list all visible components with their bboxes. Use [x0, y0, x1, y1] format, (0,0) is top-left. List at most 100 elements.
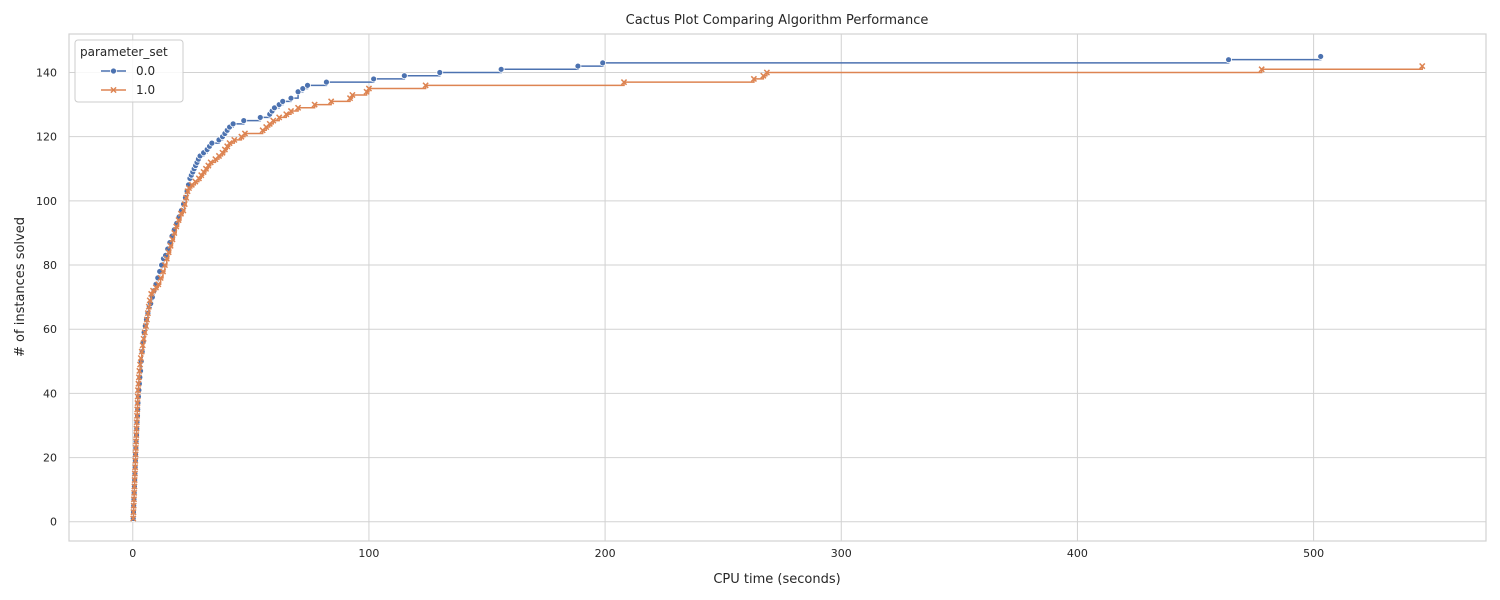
data-point — [299, 85, 307, 92]
data-point — [294, 88, 302, 96]
data-point — [130, 502, 137, 509]
data-point — [283, 111, 290, 118]
data-point — [1419, 62, 1426, 70]
data-point — [181, 200, 188, 208]
data-point — [133, 412, 141, 419]
data-point — [134, 406, 141, 413]
data-point — [134, 399, 141, 407]
legend-label: 0.0 — [136, 64, 155, 78]
y-tick-label: 0 — [50, 516, 57, 529]
data-point — [140, 335, 147, 342]
tick-labels: 0 100 200 300 400 500 0 20 40 60 80 100 120 140 — [36, 67, 1324, 560]
data-point — [208, 139, 216, 147]
data-point — [422, 82, 429, 89]
data-point — [1258, 66, 1265, 73]
y-tick-label: 60 — [43, 323, 57, 336]
data-point — [132, 457, 139, 464]
data-point — [256, 114, 264, 121]
data-point — [138, 348, 145, 355]
data-point — [144, 310, 152, 317]
data-point — [155, 281, 162, 288]
data-point — [131, 464, 139, 471]
data-point — [142, 322, 150, 330]
data-point — [146, 297, 153, 304]
data-point — [131, 489, 138, 496]
data-point — [145, 303, 152, 310]
data-point — [287, 107, 295, 115]
x-tick-label: 100 — [358, 547, 379, 560]
data-point — [132, 451, 139, 458]
data-point — [1317, 53, 1325, 60]
data-point — [287, 94, 295, 102]
legend-box — [74, 39, 184, 103]
data-point — [365, 85, 373, 92]
series-blue — [129, 53, 1325, 522]
legend-label: 1.0 — [136, 83, 155, 97]
x-tick-label: 300 — [831, 547, 852, 560]
data-point — [276, 114, 283, 121]
data-point — [131, 483, 138, 490]
data-point — [130, 508, 137, 516]
data-point — [271, 104, 278, 112]
data-point — [131, 470, 139, 477]
data-point — [1225, 56, 1232, 64]
data-point — [133, 425, 140, 432]
legend-entry: 1.0 — [101, 83, 155, 97]
legend-entry: 0.0 — [101, 64, 155, 78]
data-point — [167, 242, 174, 249]
legend-title: parameter_set — [80, 45, 168, 59]
data-point — [132, 438, 140, 445]
data-point — [763, 69, 771, 76]
data-point — [163, 255, 170, 262]
data-point — [133, 419, 140, 426]
data-point — [231, 136, 238, 144]
data-point — [131, 476, 138, 484]
grid — [69, 34, 1486, 541]
data-point — [400, 72, 408, 80]
y-tick-label: 100 — [36, 195, 57, 208]
y-tick-label: 140 — [36, 67, 57, 80]
legend: parameter_set 0.01.0 — [74, 39, 184, 103]
x-tick-label: 200 — [595, 547, 616, 560]
chart-title: Cactus Plot Comparing Algorithm Performa… — [626, 13, 929, 28]
data-point — [135, 374, 143, 381]
legend-marker — [110, 67, 117, 75]
y-axis-label: # of instances solved — [13, 217, 28, 357]
data-point — [574, 62, 582, 70]
data-point — [279, 97, 287, 105]
data-point — [134, 387, 142, 394]
data-point — [159, 268, 167, 275]
y-tick-label: 120 — [36, 131, 57, 144]
data-point — [148, 290, 155, 298]
data-point — [229, 120, 237, 128]
data-point — [323, 78, 330, 86]
data-point — [169, 236, 176, 243]
data-point — [328, 98, 335, 105]
data-point — [130, 515, 137, 522]
data-point — [165, 249, 172, 256]
series-layer — [129, 53, 1426, 522]
legend-entries: 0.01.0 — [101, 64, 155, 97]
data-point — [175, 216, 182, 224]
y-tick-label: 40 — [43, 387, 57, 400]
legend-marker — [110, 86, 117, 94]
y-tick-label: 20 — [43, 452, 57, 465]
data-point — [436, 69, 444, 76]
plot-frame — [68, 33, 1487, 542]
x-tick-label: 500 — [1303, 547, 1324, 560]
data-point — [241, 130, 249, 137]
data-point — [180, 207, 187, 214]
data-point — [136, 361, 144, 368]
data-point — [130, 496, 138, 503]
data-point — [184, 188, 191, 195]
x-axis-label: CPU time (seconds) — [713, 572, 840, 587]
data-point — [370, 75, 378, 83]
data-point — [207, 159, 214, 166]
data-point — [157, 274, 164, 282]
data-point — [171, 229, 178, 237]
series-orange — [130, 62, 1426, 522]
data-point — [349, 91, 356, 99]
data-point — [132, 444, 139, 452]
data-point — [134, 393, 141, 400]
data-point — [240, 117, 248, 125]
